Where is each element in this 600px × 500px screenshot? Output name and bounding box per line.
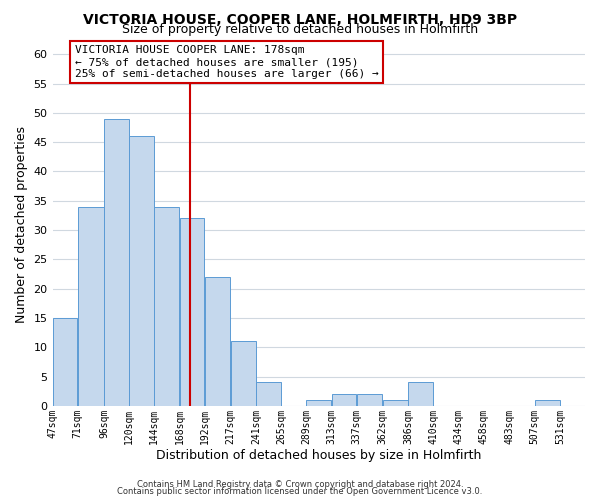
Bar bbox=[205, 277, 230, 406]
Text: Size of property relative to detached houses in Holmfirth: Size of property relative to detached ho… bbox=[122, 22, 478, 36]
Bar bbox=[154, 206, 179, 406]
Bar bbox=[256, 382, 281, 406]
Bar bbox=[104, 118, 129, 406]
Y-axis label: Number of detached properties: Number of detached properties bbox=[15, 126, 28, 322]
Bar bbox=[383, 400, 407, 406]
Bar bbox=[357, 394, 382, 406]
Bar bbox=[130, 136, 154, 406]
Text: Contains public sector information licensed under the Open Government Licence v3: Contains public sector information licen… bbox=[118, 487, 482, 496]
Bar bbox=[179, 218, 204, 406]
Bar bbox=[332, 394, 356, 406]
Text: VICTORIA HOUSE COOPER LANE: 178sqm
← 75% of detached houses are smaller (195)
25: VICTORIA HOUSE COOPER LANE: 178sqm ← 75%… bbox=[74, 46, 379, 78]
Bar bbox=[408, 382, 433, 406]
Bar bbox=[231, 342, 256, 406]
Bar bbox=[53, 318, 77, 406]
Bar bbox=[78, 206, 104, 406]
Text: VICTORIA HOUSE, COOPER LANE, HOLMFIRTH, HD9 3BP: VICTORIA HOUSE, COOPER LANE, HOLMFIRTH, … bbox=[83, 12, 517, 26]
Bar bbox=[535, 400, 560, 406]
Bar bbox=[307, 400, 331, 406]
Text: Contains HM Land Registry data © Crown copyright and database right 2024.: Contains HM Land Registry data © Crown c… bbox=[137, 480, 463, 489]
X-axis label: Distribution of detached houses by size in Holmfirth: Distribution of detached houses by size … bbox=[156, 450, 481, 462]
